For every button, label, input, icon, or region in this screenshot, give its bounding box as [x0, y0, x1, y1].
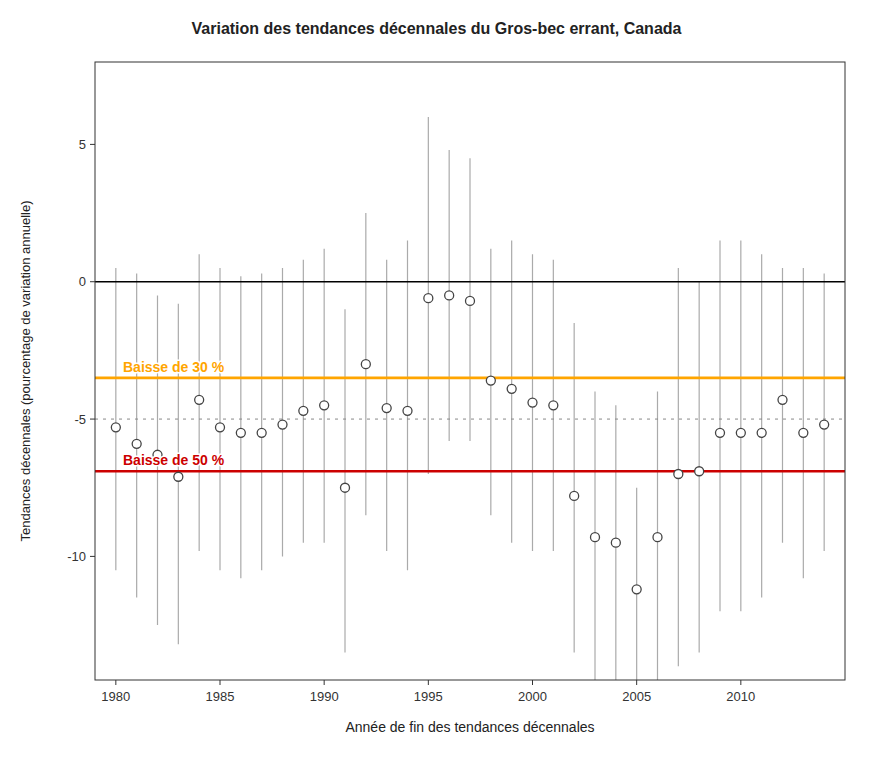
point: [778, 395, 787, 404]
point: [195, 395, 204, 404]
point: [611, 538, 620, 547]
point: [216, 423, 225, 432]
point: [424, 294, 433, 303]
error-bar: [240, 276, 241, 578]
y-tick: [90, 144, 95, 145]
chart: Variation des tendances décennales du Gr…: [0, 0, 873, 764]
error-bar: [324, 249, 325, 543]
point: [403, 406, 412, 415]
point: [757, 428, 766, 437]
y-tick-label: -10: [67, 549, 86, 564]
x-tick: [324, 680, 325, 685]
title: Variation des tendances décennales du Gr…: [192, 20, 682, 37]
point: [695, 467, 704, 476]
point: [174, 472, 183, 481]
error-bar: [344, 309, 345, 652]
point: [361, 360, 370, 369]
error-bar: [761, 254, 762, 597]
error-bar: [803, 268, 804, 578]
point: [507, 384, 516, 393]
reference-line: [95, 470, 845, 473]
y-tick: [90, 419, 95, 420]
point: [632, 585, 641, 594]
y-tick-label: -5: [74, 412, 86, 427]
error-bar: [824, 273, 825, 550]
y-tick-label: 0: [79, 274, 86, 289]
x-tick-label: 1990: [310, 689, 339, 704]
x-tick: [220, 680, 221, 685]
x-tick: [636, 680, 637, 685]
point: [716, 428, 725, 437]
point: [570, 491, 579, 500]
error-bar: [574, 323, 575, 653]
x-tick: [532, 680, 533, 685]
x-tick-label: 1980: [101, 689, 130, 704]
point: [486, 376, 495, 385]
x-tick-label: 2005: [622, 689, 651, 704]
point: [236, 428, 245, 437]
error-bar: [136, 273, 137, 597]
point: [466, 296, 475, 305]
point: [653, 533, 662, 542]
x-tick-label: 2010: [726, 689, 755, 704]
y-tick: [90, 281, 95, 282]
point: [382, 404, 391, 413]
error-bar: [407, 241, 408, 571]
x-axis-label: Année de fin des tendances décennales: [345, 719, 594, 735]
point: [736, 428, 745, 437]
y-tick: [90, 556, 95, 557]
error-bar: [678, 268, 679, 666]
x-tick: [115, 680, 116, 685]
reference-label: Baisse de 30 %: [123, 359, 225, 375]
x-tick-label: 1995: [414, 689, 443, 704]
point: [299, 406, 308, 415]
error-bar: [261, 273, 262, 570]
x-tick-label: 1985: [206, 689, 235, 704]
error-bar: [782, 268, 783, 543]
point: [820, 420, 829, 429]
point: [132, 439, 141, 448]
point: [320, 401, 329, 410]
reference-line: [95, 281, 845, 283]
point: [111, 423, 120, 432]
point: [445, 291, 454, 300]
y-tick-label: 5: [79, 137, 86, 152]
point: [591, 533, 600, 542]
plot-data: [95, 117, 845, 680]
x-tick: [740, 680, 741, 685]
reference-label: Baisse de 50 %: [123, 452, 225, 468]
error-bar: [115, 268, 116, 570]
y-axis-label: Tendances décennales (pourcentage de var…: [18, 200, 33, 541]
error-bar: [303, 260, 304, 543]
point: [341, 483, 350, 492]
error-bar: [719, 241, 720, 612]
point: [799, 428, 808, 437]
error-bar: [219, 268, 220, 570]
point: [278, 420, 287, 429]
point: [674, 470, 683, 479]
point: [257, 428, 266, 437]
plot-area: [95, 62, 845, 680]
x-tick: [428, 680, 429, 685]
reference-line: [95, 377, 845, 380]
x-tick-label: 2000: [518, 689, 547, 704]
point: [549, 401, 558, 410]
reference-line: [95, 419, 845, 420]
error-bar: [636, 488, 637, 680]
error-bar: [282, 268, 283, 556]
error-bar: [740, 241, 741, 612]
plot-frame: [95, 62, 845, 680]
point: [528, 398, 537, 407]
